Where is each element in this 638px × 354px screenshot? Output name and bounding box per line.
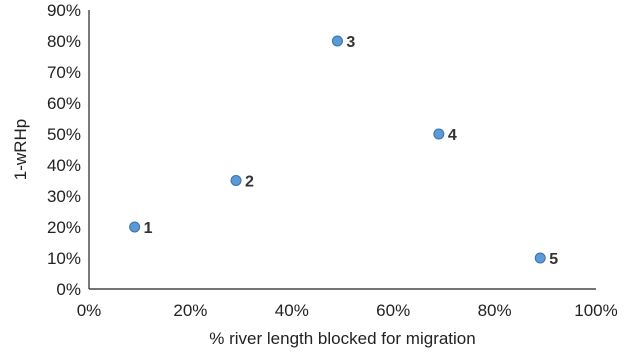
data-point-label: 5 — [549, 251, 558, 268]
x-axis-title: % river length blocked for migration — [209, 329, 475, 348]
x-tick-label: 100% — [574, 301, 617, 320]
data-point-marker — [331, 35, 343, 47]
x-tick-label: 60% — [376, 301, 410, 320]
y-tick-label: 80% — [47, 32, 81, 51]
x-tick-label: 80% — [478, 301, 512, 320]
y-tick-label: 50% — [47, 125, 81, 144]
y-tick-label: 10% — [47, 249, 81, 268]
y-axis-title: 1-wRHp — [11, 119, 30, 180]
x-tick-label: 0% — [77, 301, 102, 320]
y-axis-ticks: 0% 10% 20% 30% 40% 50% 60% 70% 80% 90% — [47, 1, 81, 299]
data-point-marker — [129, 221, 141, 233]
x-tick-label: 40% — [275, 301, 309, 320]
y-tick-label: 70% — [47, 63, 81, 82]
y-tick-label: 90% — [47, 1, 81, 20]
x-tick-label: 20% — [173, 301, 207, 320]
data-point-label: 4 — [448, 127, 457, 144]
data-points: 1 2 3 4 5 — [129, 34, 558, 268]
data-point-marker — [230, 175, 242, 186]
data-point-label: 2 — [245, 174, 254, 191]
x-axis-ticks: 0% 20% 40% 60% 80% 100% — [77, 301, 618, 320]
data-point-label: 1 — [144, 220, 153, 237]
y-tick-label: 40% — [47, 156, 81, 175]
data-point-label: 3 — [346, 34, 355, 51]
data-point-marker — [534, 252, 546, 264]
y-tick-label: 60% — [47, 94, 81, 113]
data-point-marker — [433, 128, 445, 140]
y-tick-label: 30% — [47, 187, 81, 206]
y-tick-label: 0% — [56, 280, 81, 299]
y-tick-label: 20% — [47, 218, 81, 237]
